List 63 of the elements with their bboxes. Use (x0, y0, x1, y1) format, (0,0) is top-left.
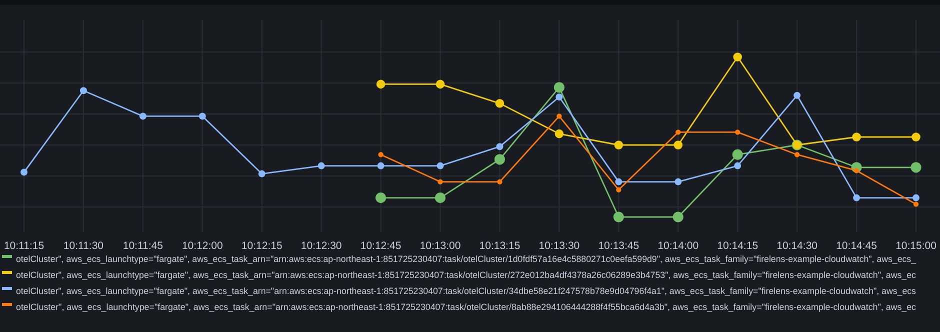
x-tick-label: 10:13:15 (479, 240, 520, 252)
point (910, 162, 922, 173)
x-tick-label: 10:12:30 (300, 240, 342, 252)
point (434, 192, 446, 204)
point (497, 179, 502, 184)
point (378, 152, 384, 158)
x-tick-label: 10:11:45 (122, 240, 164, 252)
point (318, 162, 325, 170)
point (733, 52, 742, 62)
x-tick-label: 10:11:15 (4, 240, 44, 252)
point (613, 212, 624, 222)
point (676, 130, 681, 135)
point (615, 178, 622, 186)
point (376, 80, 386, 89)
point (258, 170, 266, 178)
point (734, 162, 742, 170)
point (674, 178, 682, 186)
point (912, 194, 920, 202)
x-tick-label: 10:13:00 (420, 240, 461, 252)
x-tick-label: 10:11:30 (63, 240, 104, 252)
point (735, 130, 740, 135)
point (376, 192, 386, 204)
point (672, 212, 684, 222)
point (853, 194, 860, 202)
legend-label: otelCluster", aws_ecs_launchtype="fargate", aws_ecs_task_arn="arn:aws:ecs:ap-northeast-1:851725230407:task/otelCluster/8ab88e294106444288f4f55bca6d4a3b", aws_ecs_task_family="firelens-example-cloudwatch", aws_ec (16, 302, 926, 312)
point (436, 162, 444, 170)
point (556, 94, 563, 100)
point (794, 152, 800, 158)
x-tick-label: 10:14:45 (836, 240, 878, 252)
x-tick-label: 10:12:15 (241, 240, 282, 252)
point (495, 99, 504, 108)
point (554, 82, 564, 93)
point (494, 154, 506, 165)
x-tick-label: 10:12:00 (182, 240, 223, 252)
x-tick-label: 10:13:30 (538, 240, 580, 252)
point (674, 140, 683, 150)
point (852, 132, 861, 142)
point (80, 87, 87, 94)
point (139, 112, 146, 120)
point (436, 80, 445, 89)
point (438, 179, 443, 184)
point (854, 168, 860, 174)
point (913, 202, 919, 207)
x-tick-label: 10:15:00 (896, 240, 937, 252)
x-tick-label: 10:14:30 (776, 240, 818, 252)
legend-label: otelCluster", aws_ecs_launchtype="fargate", aws_ecs_task_arn="arn:aws:ecs:ap-northeast-1:851725230407:task/otelCluster/1d0fdf57a16e4c5880271c0eefa599d9", aws_ecs_task_family="firelens-example-cloudwatch", aws_ecs_ (16, 254, 933, 264)
point (198, 112, 206, 120)
legend-label: otelCluster", aws_ecs_launchtype="fargate", aws_ecs_task_arn="arn:aws:ecs:ap-northeast-1:851725230407:task/otelCluster/272e012ba4df4378a26c06289e3b4753", aws_ecs_task_family="firelens-example-cloudwatch", aws_ec (16, 270, 929, 280)
point (912, 132, 920, 142)
x-tick-label: 10:12:45 (360, 240, 402, 252)
point (20, 168, 28, 176)
legend-label: otelCluster", aws_ecs_launchtype="fargate", aws_ecs_task_arn="arn:aws:ecs:ap-northeast-1:851725230407:task/otelCluster/34dbe58e21f247578b78e9d04796f4a1", aws_ecs_task_family="firelens-example-cloudwatch", aws_ecs (16, 286, 932, 296)
point (377, 162, 384, 170)
point (556, 114, 562, 119)
point (616, 187, 622, 192)
x-tick-label: 10:14:15 (717, 240, 758, 252)
x-tick-label: 10:13:45 (598, 240, 640, 252)
point (614, 140, 624, 150)
point (496, 143, 504, 150)
x-tick-label: 10:14:00 (658, 240, 699, 252)
point (554, 129, 564, 138)
point (732, 149, 743, 160)
point (794, 92, 801, 99)
